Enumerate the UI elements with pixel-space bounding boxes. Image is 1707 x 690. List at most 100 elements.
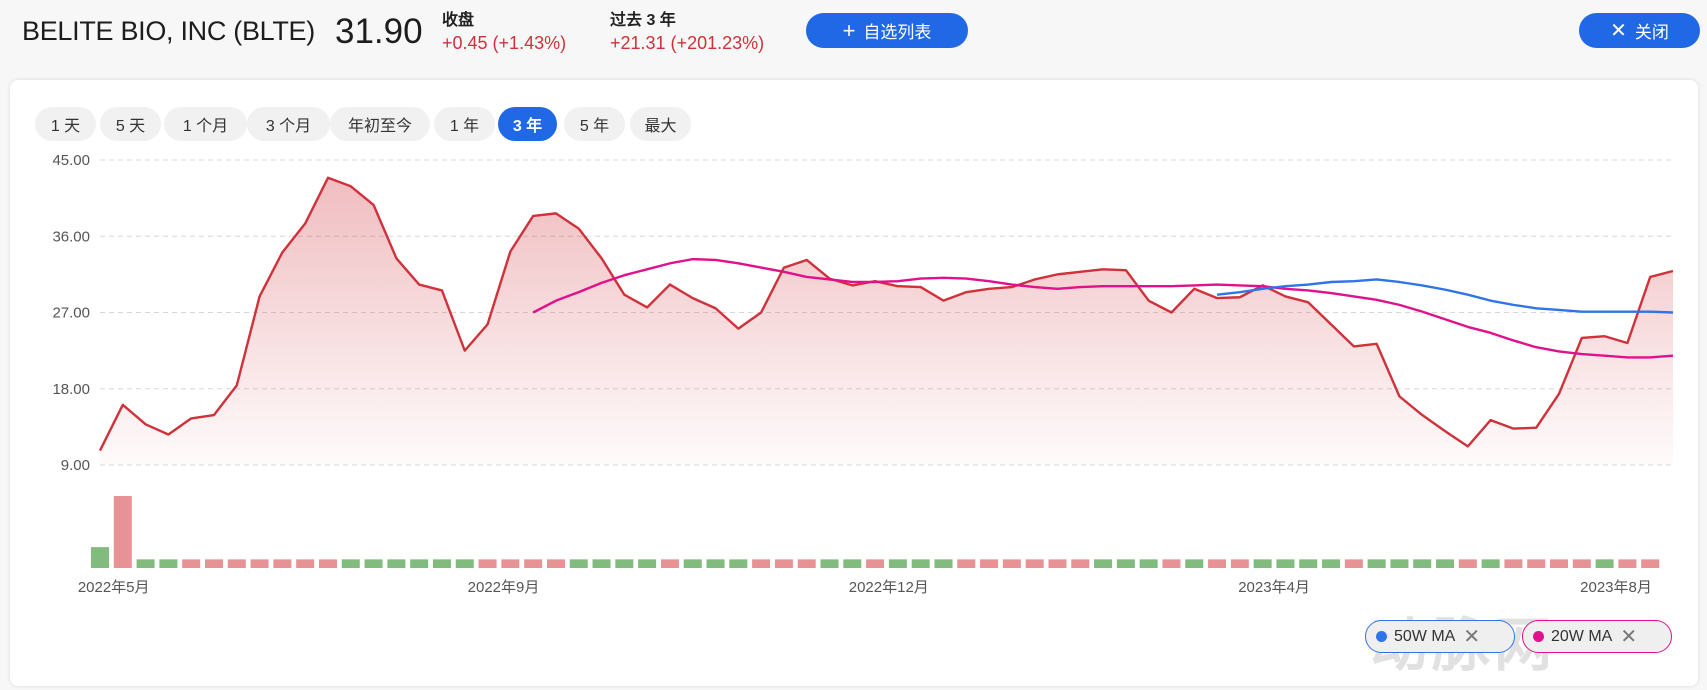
close-change: +0.45 (+1.43%) [442, 33, 567, 53]
volume-bar [1344, 559, 1363, 568]
volume-bar [615, 559, 634, 568]
volume-bar [752, 559, 771, 568]
ma20-line [532, 257, 1674, 359]
price-area [100, 177, 1673, 465]
volume-bar [934, 559, 953, 568]
volume-bar [455, 559, 474, 568]
volume-bar [113, 496, 132, 568]
legend-chip-20w-ma[interactable]: 20W MA ✕ [1522, 620, 1672, 653]
volume-bar [1025, 559, 1044, 568]
volume-bar [1641, 559, 1660, 568]
volume-bar [273, 559, 292, 568]
volume-bar [592, 559, 611, 568]
volume-bar [182, 559, 201, 568]
volume-bar [227, 559, 246, 568]
period-tab[interactable]: 3 年 [498, 107, 557, 141]
volume-bar [797, 559, 816, 568]
y-tick-label: 36.00 [52, 228, 90, 245]
stock-price: 31.90 [335, 12, 423, 51]
close-label: 收盘 [442, 12, 475, 29]
x-tick-label: 2022年9月 [468, 579, 540, 596]
volume-bar [638, 559, 657, 568]
volume-bar [1094, 559, 1113, 568]
volume-bar [1481, 559, 1500, 568]
volume-bar [569, 559, 588, 568]
period-tab[interactable]: 1 年 [434, 107, 495, 141]
volume-bar [136, 559, 155, 568]
volume-bar [1208, 559, 1227, 568]
volume-bar [250, 559, 269, 568]
period-tab[interactable]: 最大 [630, 107, 691, 141]
volume-bar [729, 559, 748, 568]
volume-bar [888, 559, 907, 568]
stock-title: BELITE BIO, INC (BLTE) [22, 16, 315, 46]
volume-bar [1458, 559, 1477, 568]
volume-bar [1595, 559, 1614, 568]
volume-bar [1185, 559, 1204, 568]
period-tab[interactable]: 5 年 [564, 107, 625, 141]
period-tab[interactable]: 3 个月 [247, 107, 330, 141]
legend-chip-50w-ma[interactable]: 50W MA ✕ [1365, 620, 1515, 653]
volume-bar [1618, 559, 1637, 568]
x-tick-label: 2023年8月 [1580, 579, 1652, 596]
watchlist-button-label: 自选列表 [863, 23, 932, 42]
x-tick-label: 2022年5月 [78, 579, 150, 596]
close-button-label: 关闭 [1634, 23, 1669, 42]
remove-icon[interactable]: ✕ [1463, 626, 1481, 648]
volume-bar [911, 559, 930, 568]
volume-bar [524, 559, 543, 568]
y-tick-label: 27.00 [52, 305, 90, 322]
volume-bar [364, 559, 383, 568]
volume-bar [387, 559, 406, 568]
volume-bar [546, 559, 565, 568]
volume-bar [843, 559, 862, 568]
volume-bar [774, 559, 793, 568]
ma50-line [1216, 278, 1674, 314]
y-tick-label: 18.00 [52, 381, 90, 398]
volume-bar [159, 559, 178, 568]
volume-bar [1276, 559, 1295, 568]
volume-bar [1322, 559, 1341, 568]
volume-bar [866, 559, 885, 568]
x-icon: ✕ [1610, 19, 1627, 42]
price-line [98, 176, 1674, 452]
y-tick-label: 9.00 [61, 457, 90, 474]
period-tab[interactable]: 5 天 [100, 107, 161, 141]
volume-bar [683, 559, 702, 568]
remove-icon[interactable]: ✕ [1620, 626, 1638, 648]
y-tick-label: 45.00 [52, 152, 90, 169]
x-tick-label: 2022年12月 [849, 579, 929, 596]
period-tab[interactable]: 1 个月 [164, 107, 247, 141]
volume-bar [1002, 559, 1021, 568]
legend-label: 20W MA [1551, 627, 1613, 645]
volume-bar [660, 559, 679, 568]
volume-bar [1413, 559, 1432, 568]
volume-bar [501, 559, 520, 568]
plus-icon: + [842, 17, 856, 43]
volume-bar [980, 559, 999, 568]
volume-bar [1139, 559, 1158, 568]
volume-bar [1572, 559, 1591, 568]
close-button[interactable]: ✕ 关闭 [1579, 13, 1700, 48]
legend-dot-icon [1376, 631, 1387, 642]
volume-bar [1504, 559, 1523, 568]
period-tab[interactable]: 1 天 [35, 107, 96, 141]
volume-bar [478, 559, 497, 568]
volume-bar [341, 559, 360, 568]
volume-bar [432, 559, 451, 568]
volume-bar [1071, 559, 1090, 568]
volume-bar [706, 559, 725, 568]
period-tab[interactable]: 年初至今 [330, 107, 430, 141]
volume-bar [91, 547, 109, 568]
volume-bar [410, 559, 429, 568]
volume-bar [318, 559, 337, 568]
volume-bar [1550, 559, 1569, 568]
volume-bar [1162, 559, 1181, 568]
volume-bar [296, 559, 315, 568]
legend-dot-icon [1533, 631, 1544, 642]
period-change: +21.31 (+201.23%) [610, 33, 765, 53]
volume-bar [1390, 559, 1409, 568]
volume-bar [1367, 559, 1386, 568]
add-to-watchlist-button[interactable]: + 自选列表 [806, 13, 968, 48]
